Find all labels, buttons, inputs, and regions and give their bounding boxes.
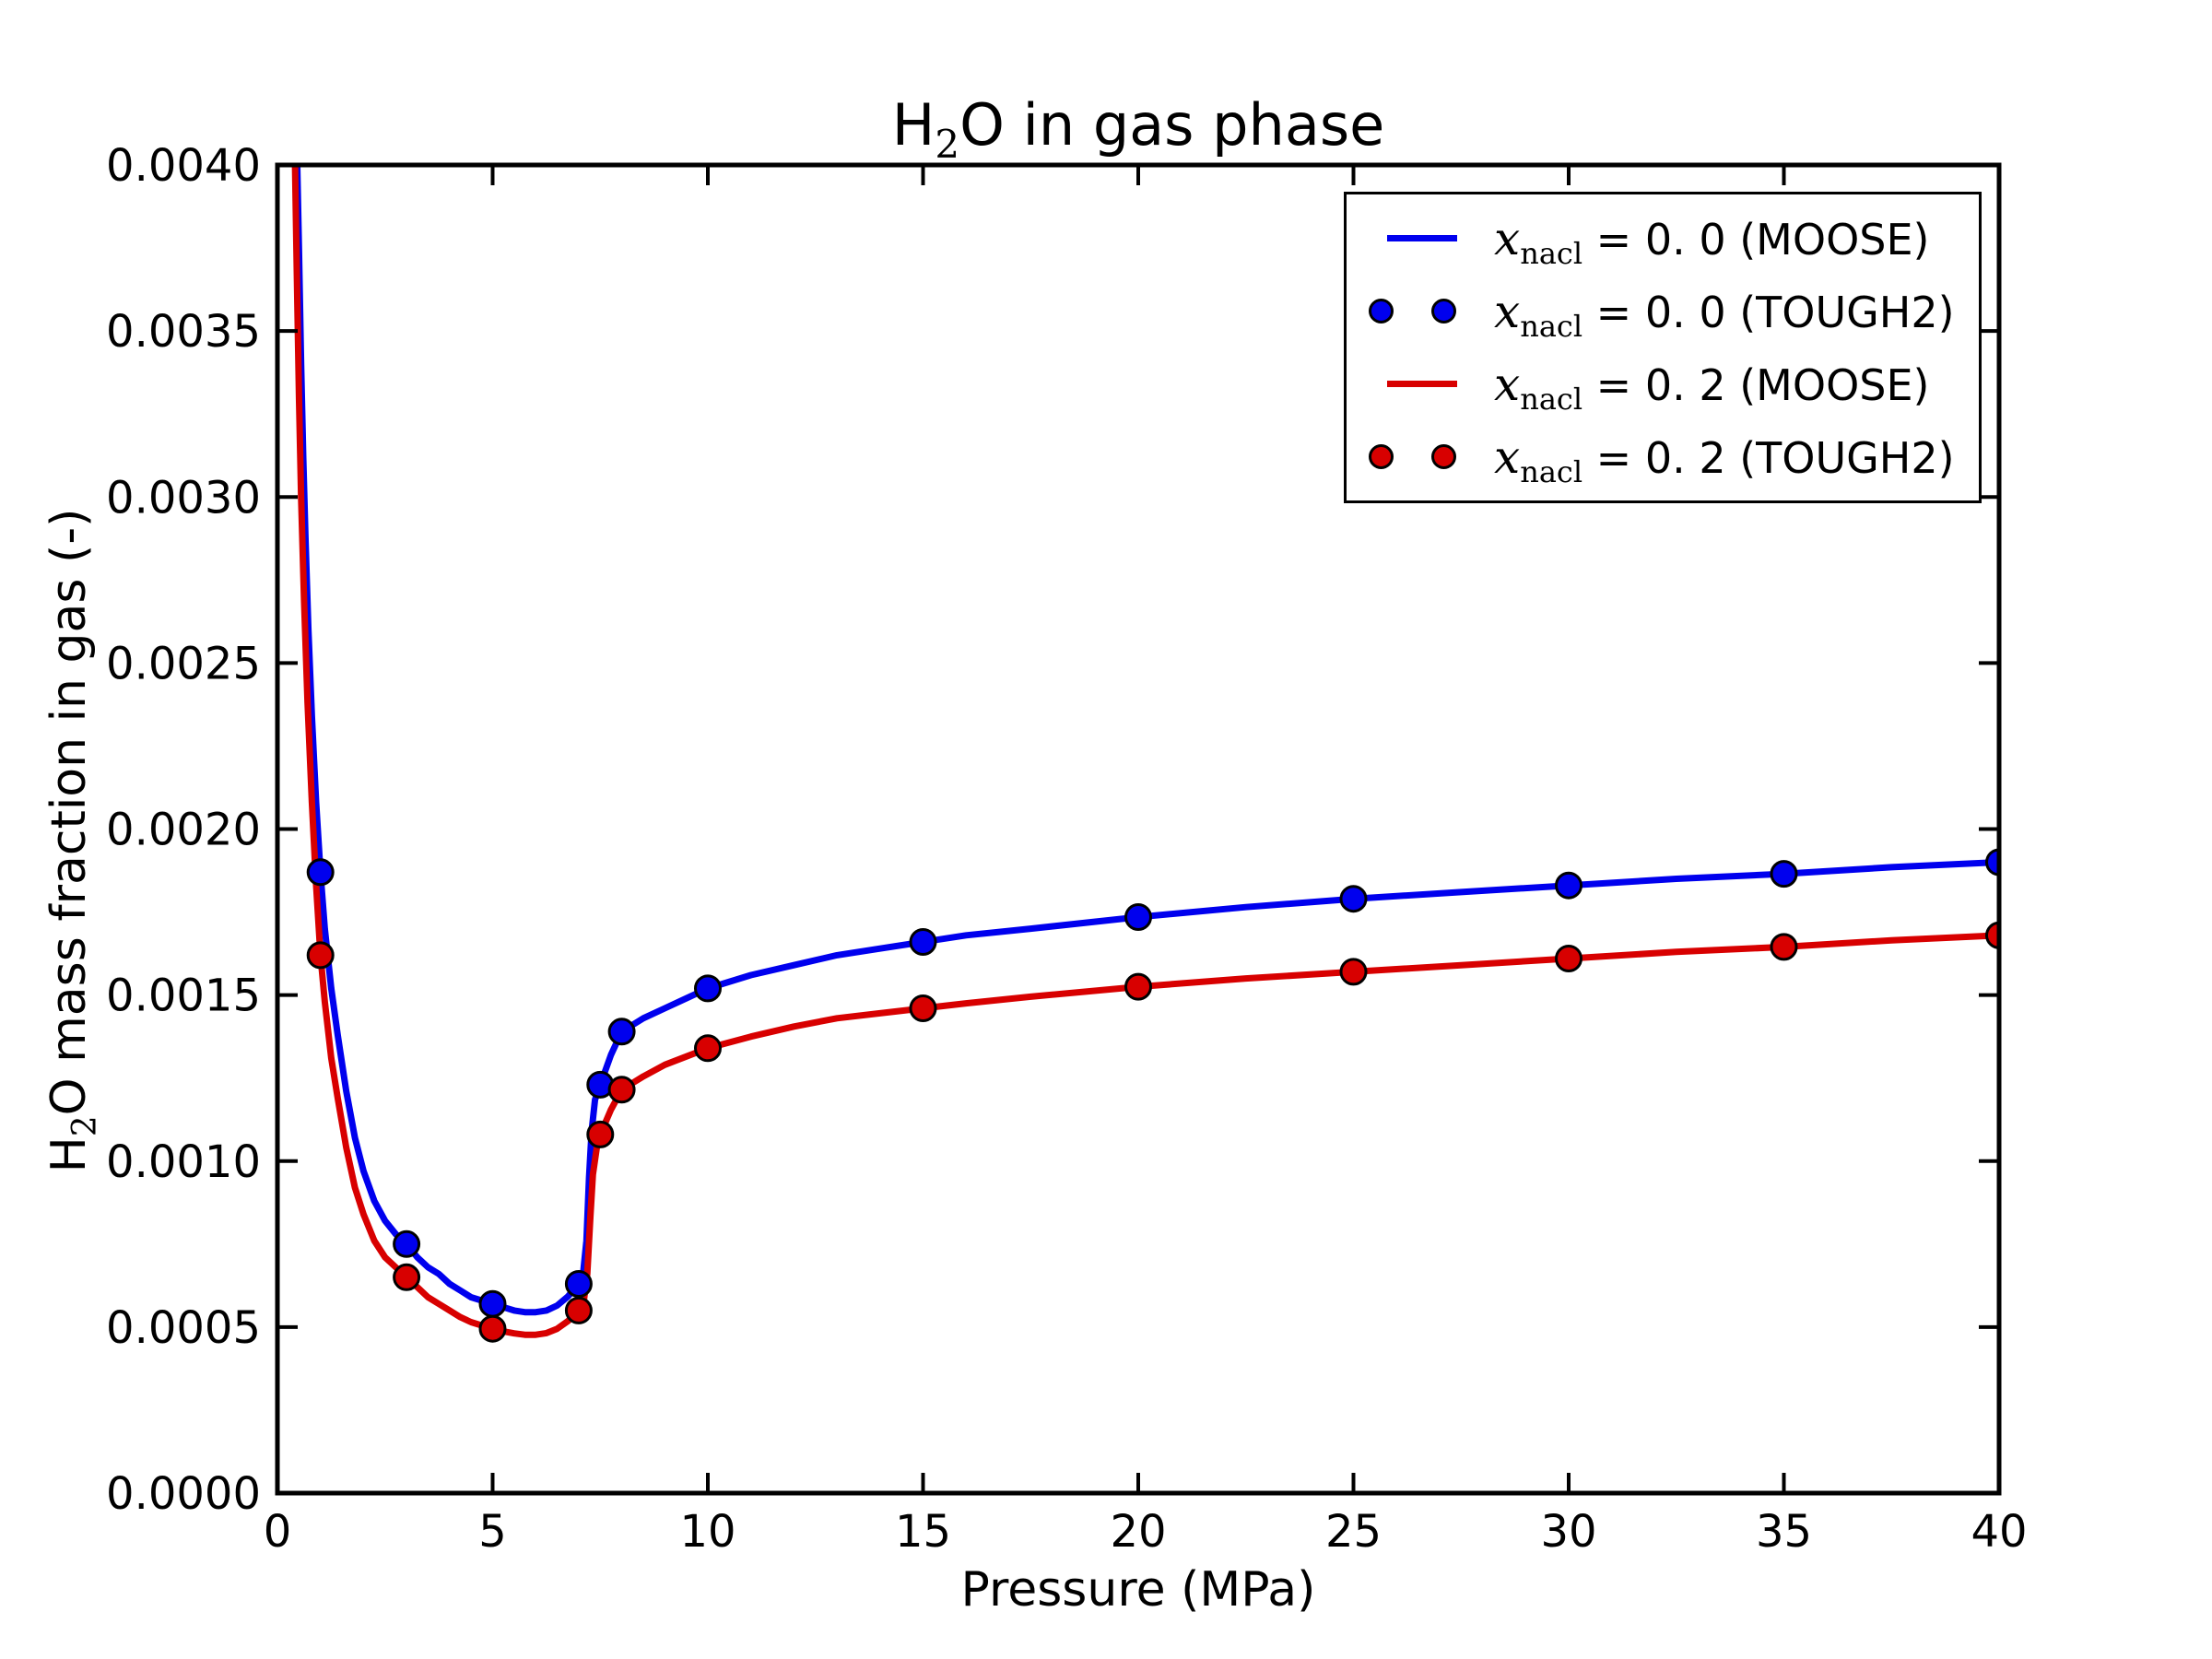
data-marker <box>607 1076 636 1104</box>
y-tick-label: 0.0005 <box>106 1302 261 1354</box>
legend-dot <box>1369 443 1394 469</box>
data-marker <box>1985 848 1999 877</box>
data-marker <box>1985 921 1999 949</box>
legend-line-sample <box>1387 234 1457 241</box>
legend-entry-1: xnacl = 0. 0 (TOUGH2) <box>1347 276 1979 347</box>
data-marker <box>478 1289 507 1318</box>
moose-line-blue <box>294 165 1999 1316</box>
y-axis-label: H2O mass fraction in gas (-) <box>41 509 104 1173</box>
data-marker <box>1555 945 1583 972</box>
x-tick-label: 15 <box>895 1506 951 1558</box>
y-tick-label: 0.0030 <box>106 472 261 524</box>
data-marker <box>1339 885 1368 913</box>
y-tick-label: 0.0040 <box>106 140 261 192</box>
legend-label: xnacl = 0. 2 (MOOSE) <box>1494 357 1930 417</box>
data-marker <box>909 994 937 1022</box>
legend-entry-2: xnacl = 0. 2 (MOOSE) <box>1347 349 1979 419</box>
data-marker <box>909 928 937 956</box>
y-tick-label: 0.0035 <box>106 306 261 358</box>
data-marker <box>586 1120 615 1148</box>
x-tick-label: 25 <box>1325 1506 1382 1558</box>
legend-label: xnacl = 0. 0 (MOOSE) <box>1494 211 1930 271</box>
x-tick-label: 30 <box>1540 1506 1596 1558</box>
x-tick-label: 5 <box>478 1506 507 1558</box>
legend-dot <box>1431 298 1456 324</box>
data-marker <box>694 974 722 1003</box>
ticks-layer: 0 5 10 15 20 25 30 35 40 0.0000 0.0005 0.0010 0.0015… <box>106 140 2027 1558</box>
data-marker <box>306 858 335 887</box>
chart-title: H2O in gas phase <box>892 91 1385 167</box>
data-marker <box>393 1230 421 1258</box>
legend-line-swatch <box>1347 349 1494 419</box>
legend-entry-3: xnacl = 0. 2 (TOUGH2) <box>1347 422 1979 492</box>
legend-line-sample <box>1387 380 1457 387</box>
data-marker <box>564 1296 593 1324</box>
data-marker <box>694 1034 722 1063</box>
legend-marker-swatch <box>1347 276 1494 347</box>
data-marker <box>1770 860 1798 888</box>
legend-box: xnacl = 0. 0 (MOOSE) xnacl = 0. 0 (TOUGH2… <box>1344 192 1982 503</box>
data-marker <box>1124 903 1152 931</box>
y-tick-label: 0.0000 <box>106 1468 261 1520</box>
data-marker <box>478 1314 507 1343</box>
legend-dot <box>1369 298 1394 324</box>
legend-label: xnacl = 0. 2 (TOUGH2) <box>1494 429 1955 489</box>
data-marker <box>1124 972 1152 1001</box>
data-marker <box>564 1270 593 1298</box>
x-tick-label: 35 <box>1756 1506 1812 1558</box>
data-marker <box>1770 933 1798 961</box>
legend-entry-0: xnacl = 0. 0 (MOOSE) <box>1347 204 1979 274</box>
data-marker <box>1339 958 1368 986</box>
data-marker <box>607 1018 636 1046</box>
moose-line-red <box>291 165 1999 1338</box>
x-axis-label: Pressure (MPa) <box>961 1562 1316 1618</box>
data-marker <box>1555 871 1583 900</box>
x-tick-label: 40 <box>1971 1506 2027 1558</box>
data-marker <box>306 941 335 970</box>
y-tick-label: 0.0010 <box>106 1136 261 1188</box>
y-tick-label: 0.0020 <box>106 805 261 856</box>
x-tick-label: 20 <box>1110 1506 1166 1558</box>
data-marker <box>393 1263 421 1291</box>
tough2-markers-red <box>306 921 1999 1343</box>
legend-dot <box>1431 443 1456 469</box>
legend-line-swatch <box>1347 204 1494 274</box>
legend-label: xnacl = 0. 0 (TOUGH2) <box>1494 284 1955 344</box>
legend-marker-swatch <box>1347 422 1494 492</box>
tough2-markers-blue <box>306 848 1999 1318</box>
y-tick-label: 0.0015 <box>106 971 261 1022</box>
x-tick-label: 0 <box>264 1506 292 1558</box>
y-tick-label: 0.0025 <box>106 638 261 689</box>
x-tick-label: 10 <box>679 1506 735 1558</box>
series-layer <box>291 165 1999 1343</box>
